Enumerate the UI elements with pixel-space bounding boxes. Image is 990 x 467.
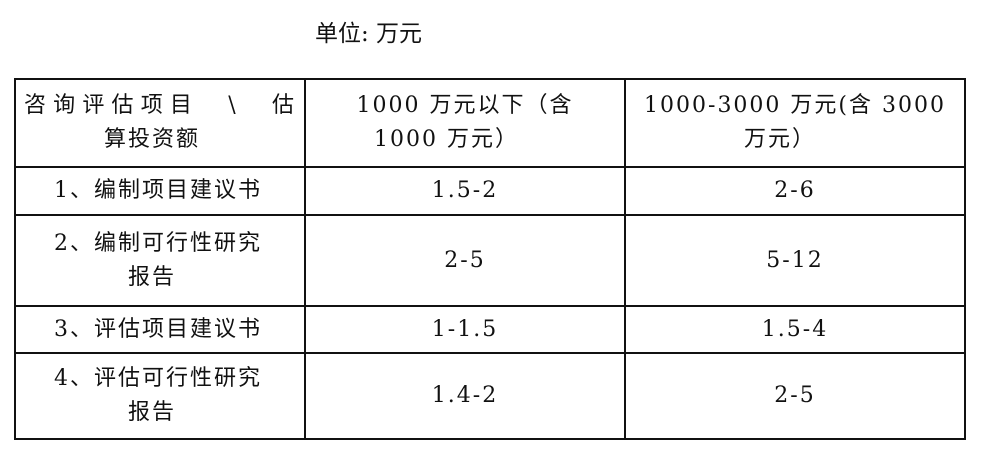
header-line: 咨询评估项目 \ 估 xyxy=(24,93,296,118)
table-row: 2、编制可行性研究报告 2-5 5-12 xyxy=(14,214,966,307)
header-line: 万元） xyxy=(744,127,817,152)
table-row: 3、评估项目建议书 1-1.5 1.5-4 xyxy=(14,305,966,354)
header-line: 1000-3000 万元(含 3000 xyxy=(644,93,946,118)
item-cell: 1、编制项目建议书 xyxy=(14,166,306,216)
header-line: 算投资额 xyxy=(104,127,201,152)
header-line: 1000 万元） xyxy=(374,127,519,152)
value-cell: 5-12 xyxy=(624,214,966,307)
item-line: 报告 xyxy=(128,400,177,425)
header-item-investment: 咨询评估项目 \ 估 算投资额 xyxy=(14,78,306,168)
value-cell: 1.4-2 xyxy=(304,352,626,440)
item-cell: 4、评估可行性研究报告 xyxy=(14,352,306,440)
item-cell: 2、编制可行性研究报告 xyxy=(14,214,306,307)
item-line: 3、评估项目建议书 xyxy=(54,316,262,342)
value-cell: 2-5 xyxy=(304,214,626,307)
header-1000-3000: 1000-3000 万元(含 3000 万元） xyxy=(624,78,966,168)
unit-label: 单位: 万元 xyxy=(315,21,423,47)
item-cell: 3、评估项目建议书 xyxy=(14,305,306,354)
value-cell: 1.5-4 xyxy=(624,305,966,354)
item-line: 1、编制项目建议书 xyxy=(54,178,262,203)
item-line: 2、编制可行性研究 xyxy=(54,230,262,256)
value-cell: 2-6 xyxy=(624,166,966,216)
item-line: 4、评估可行性研究 xyxy=(54,366,262,391)
table-row: 4、评估可行性研究报告 1.4-2 2-5 xyxy=(14,352,966,440)
table-row: 1、编制项目建议书 1.5-2 2-6 xyxy=(14,166,966,216)
value-cell: 2-5 xyxy=(624,352,966,440)
header-line: 1000 万元以下（含 xyxy=(356,93,574,118)
value-cell: 1.5-2 xyxy=(304,166,626,216)
item-line: 报告 xyxy=(128,264,177,290)
header-below-1000: 1000 万元以下（含 1000 万元） xyxy=(304,78,626,168)
fee-table: 咨询评估项目 \ 估 算投资额 1000 万元以下（含 1000 万元） 100… xyxy=(14,78,966,440)
value-cell: 1-1.5 xyxy=(304,305,626,354)
header-row: 咨询评估项目 \ 估 算投资额 1000 万元以下（含 1000 万元） 100… xyxy=(14,78,966,168)
